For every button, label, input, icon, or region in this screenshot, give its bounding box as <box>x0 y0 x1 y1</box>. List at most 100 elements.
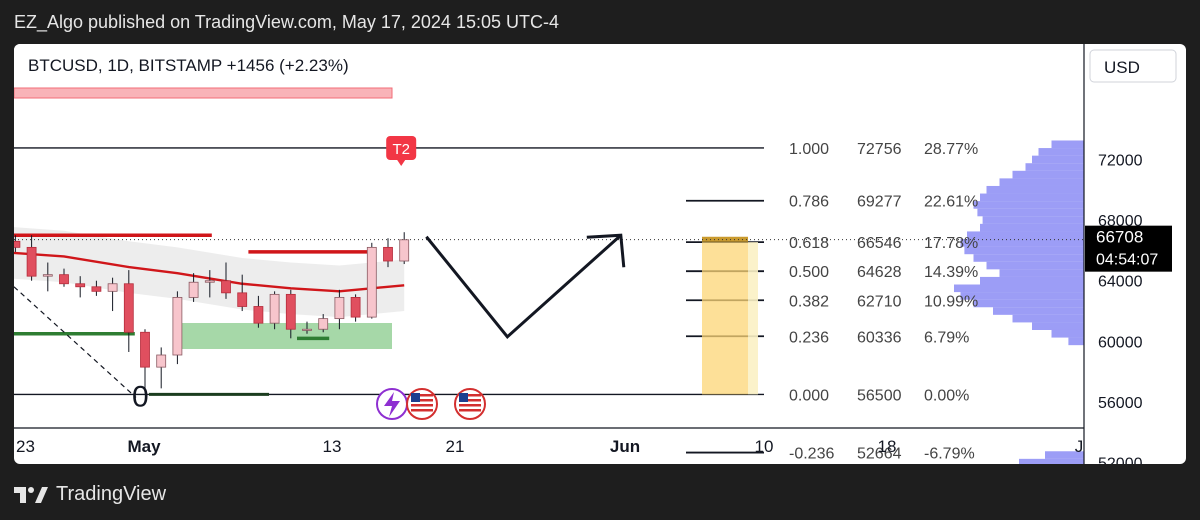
time-tick-label: Jun <box>610 437 640 456</box>
currency-selector <box>1089 49 1177 83</box>
candle-body <box>140 331 150 368</box>
publish-header: EZ_Algo published on TradingView.com, Ma… <box>14 12 559 32</box>
volume-profile-bar <box>986 185 1084 194</box>
candle-body <box>204 280 215 283</box>
footer-brand: TradingView <box>56 482 167 505</box>
candle-body <box>172 296 183 356</box>
lightning-bolt-icon <box>384 392 400 417</box>
volume-profile-bar <box>1012 314 1084 323</box>
volume-profile-bar <box>960 239 1084 247</box>
volume-profile-bar <box>973 254 1084 262</box>
volume-profile-bar <box>1032 322 1084 330</box>
last-price-value: 66708 <box>1096 228 1143 247</box>
volume-profile-bar <box>1051 329 1084 338</box>
tradingview-footer[interactable]: TradingView <box>14 478 166 510</box>
flag-stripe <box>459 394 481 397</box>
flag-stripe <box>459 409 481 412</box>
price-chart[interactable]: 1.000 72756 28.77% 0.786 69277 22.61% 0.618 665… <box>14 44 1186 464</box>
fib-percent-label: -6.79% <box>924 446 975 463</box>
chart-panel[interactable]: 1.000 72756 28.77% 0.786 69277 22.61% 0.618 665… <box>14 44 1186 464</box>
volume-profile-bar <box>980 276 1084 285</box>
volume-profile-bar <box>999 269 1084 277</box>
candle-body <box>334 296 345 320</box>
volume-profile-bar <box>999 178 1084 186</box>
fib-ratio-label: -0.236 <box>789 446 834 463</box>
candle-body <box>383 246 393 262</box>
time-tick-label: May <box>127 437 161 456</box>
candle-body <box>350 296 361 318</box>
flag-stripe <box>459 399 481 402</box>
volume-profile-bar <box>993 307 1084 315</box>
volume-profile-bar <box>1038 148 1084 156</box>
fib-percent-label: 10.99% <box>924 293 978 310</box>
time-tick-label: 23 <box>16 437 35 456</box>
volume-profile-bar <box>1045 451 1084 459</box>
fib-price-label: 64628 <box>857 264 902 281</box>
candle-body <box>42 274 53 277</box>
price-tick-label: 56000 <box>1098 395 1143 412</box>
candle-body <box>302 328 312 331</box>
symbol-title: BTCUSD, 1D, BITSTAMP +1456 (+2.23%) <box>28 56 349 75</box>
fib-range-box-light <box>748 242 758 395</box>
candle-body <box>59 274 69 285</box>
flag-canton <box>411 393 420 402</box>
flag-stripe <box>411 399 433 402</box>
volume-profile-bar <box>977 208 1084 217</box>
candle-body <box>366 246 377 318</box>
volume-profile-bar <box>986 261 1084 270</box>
projection-arrowhead <box>586 233 626 268</box>
time-tick-label: 18 <box>878 437 897 456</box>
volume-profile-bar <box>964 246 1084 255</box>
candle-body <box>107 283 118 292</box>
last-price-tag <box>1085 225 1172 272</box>
fib-price-label: 72756 <box>857 141 902 158</box>
candle-body <box>75 283 86 288</box>
fib-price-label: 69277 <box>857 194 902 211</box>
t2-marker <box>386 136 417 160</box>
candle-body <box>318 318 329 330</box>
volume-profile-bar <box>1019 458 1084 464</box>
volume-profile-bar <box>954 284 1084 293</box>
candle-body <box>188 281 199 298</box>
price-tick-label: 52000 <box>1098 456 1143 464</box>
fib-percent-label: 22.61% <box>924 194 978 211</box>
flag-stripe <box>411 409 433 412</box>
volume-profile-bar <box>1051 140 1084 149</box>
ma-band <box>14 227 405 318</box>
candle-body <box>285 293 296 330</box>
candle-body <box>156 354 167 368</box>
time-tick-label: J <box>1075 437 1084 456</box>
candle-body <box>26 246 37 277</box>
fib-percent-label: 14.39% <box>924 264 978 281</box>
fib-percent-label: 28.77% <box>924 141 978 158</box>
time-tick-label: 13 <box>323 437 342 456</box>
time-tick-label: 21 <box>446 437 465 456</box>
price-tick-label: 72000 <box>1098 152 1143 169</box>
volume-profile-bar <box>1012 170 1084 179</box>
volume-profile-bar <box>980 193 1084 202</box>
fib-price-label: 60336 <box>857 329 902 346</box>
flag-stripe <box>411 394 433 397</box>
volume-profile-bar <box>982 216 1084 224</box>
volume-profile-bar <box>960 292 1084 300</box>
trend-line <box>14 286 137 398</box>
fib-price-label: 56500 <box>857 387 902 404</box>
fib-ratio-label: 1.000 <box>789 141 829 158</box>
projection-path <box>425 234 622 339</box>
candle-body <box>221 280 231 294</box>
fib-range-cap <box>702 236 748 242</box>
fib-price-label: 66546 <box>857 235 902 252</box>
candle-body <box>253 306 264 324</box>
fib-ratio-label: 0.618 <box>789 235 829 252</box>
candle-body <box>91 286 102 292</box>
fib-ratio-label: 0.382 <box>789 293 829 310</box>
volume-profile-bar <box>1068 337 1084 346</box>
currency-label: USD <box>1104 58 1140 77</box>
t2-label: T2 <box>392 141 410 158</box>
price-tick-label: 60000 <box>1098 334 1143 351</box>
fib-ratio-label: 0.786 <box>789 194 829 211</box>
flag-canton <box>459 393 468 402</box>
countdown-timer: 04:54:07 <box>1096 252 1158 269</box>
volume-profile-bar <box>973 201 1084 209</box>
candle-body <box>269 293 280 324</box>
